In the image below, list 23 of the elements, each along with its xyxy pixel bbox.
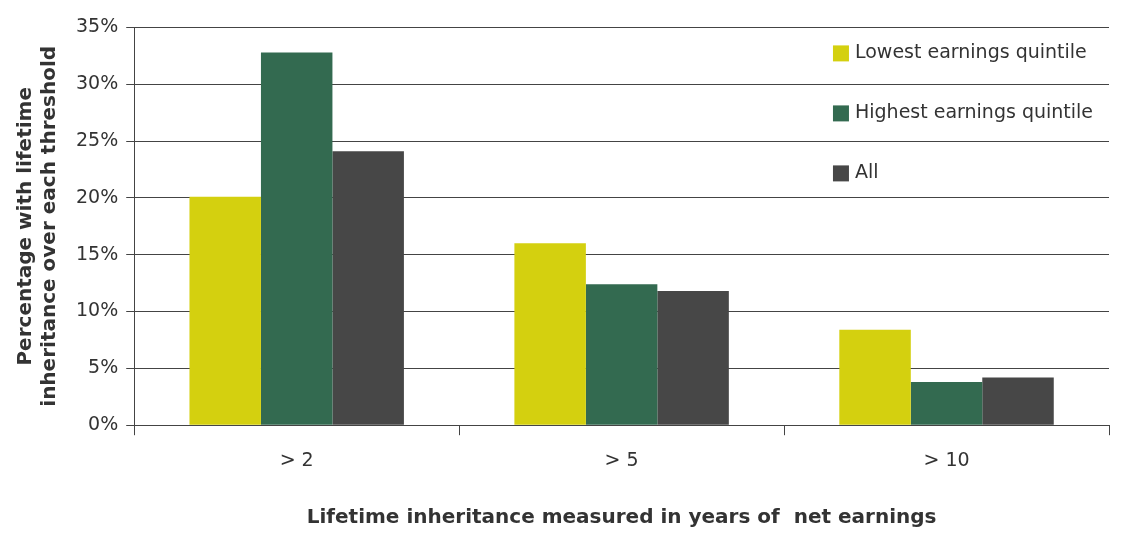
bar <box>839 329 911 425</box>
bar <box>982 377 1054 425</box>
x-tick-label: > 2 <box>279 447 314 470</box>
y-tick-label: 10% <box>76 298 119 321</box>
y-tick-label: 30% <box>76 71 119 94</box>
legend-label: Lowest earnings quintile <box>854 40 1087 63</box>
bar <box>514 243 586 425</box>
legend-label: Highest earnings quintile <box>854 100 1094 123</box>
bar <box>585 284 658 425</box>
y-tick-label: 25% <box>76 127 119 150</box>
bar <box>189 196 261 425</box>
x-tick-label: > 10 <box>923 447 970 470</box>
y-tick-label: 20% <box>76 184 119 207</box>
y-axis-title: Percentage with lifetime inheritance over each threshold <box>12 45 61 407</box>
x-axis-title: Lifetime inheritance measured in years of net earnings <box>306 504 937 529</box>
y-tick-label: 15% <box>76 241 119 264</box>
legend-label: All <box>854 160 879 183</box>
x-tick-label: > 5 <box>604 447 639 470</box>
bar <box>260 52 333 425</box>
y-tick-label: 0% <box>88 412 119 435</box>
y-tick-label: 35% <box>76 14 119 37</box>
bar <box>910 382 983 425</box>
y-tick-label: 5% <box>88 355 119 378</box>
